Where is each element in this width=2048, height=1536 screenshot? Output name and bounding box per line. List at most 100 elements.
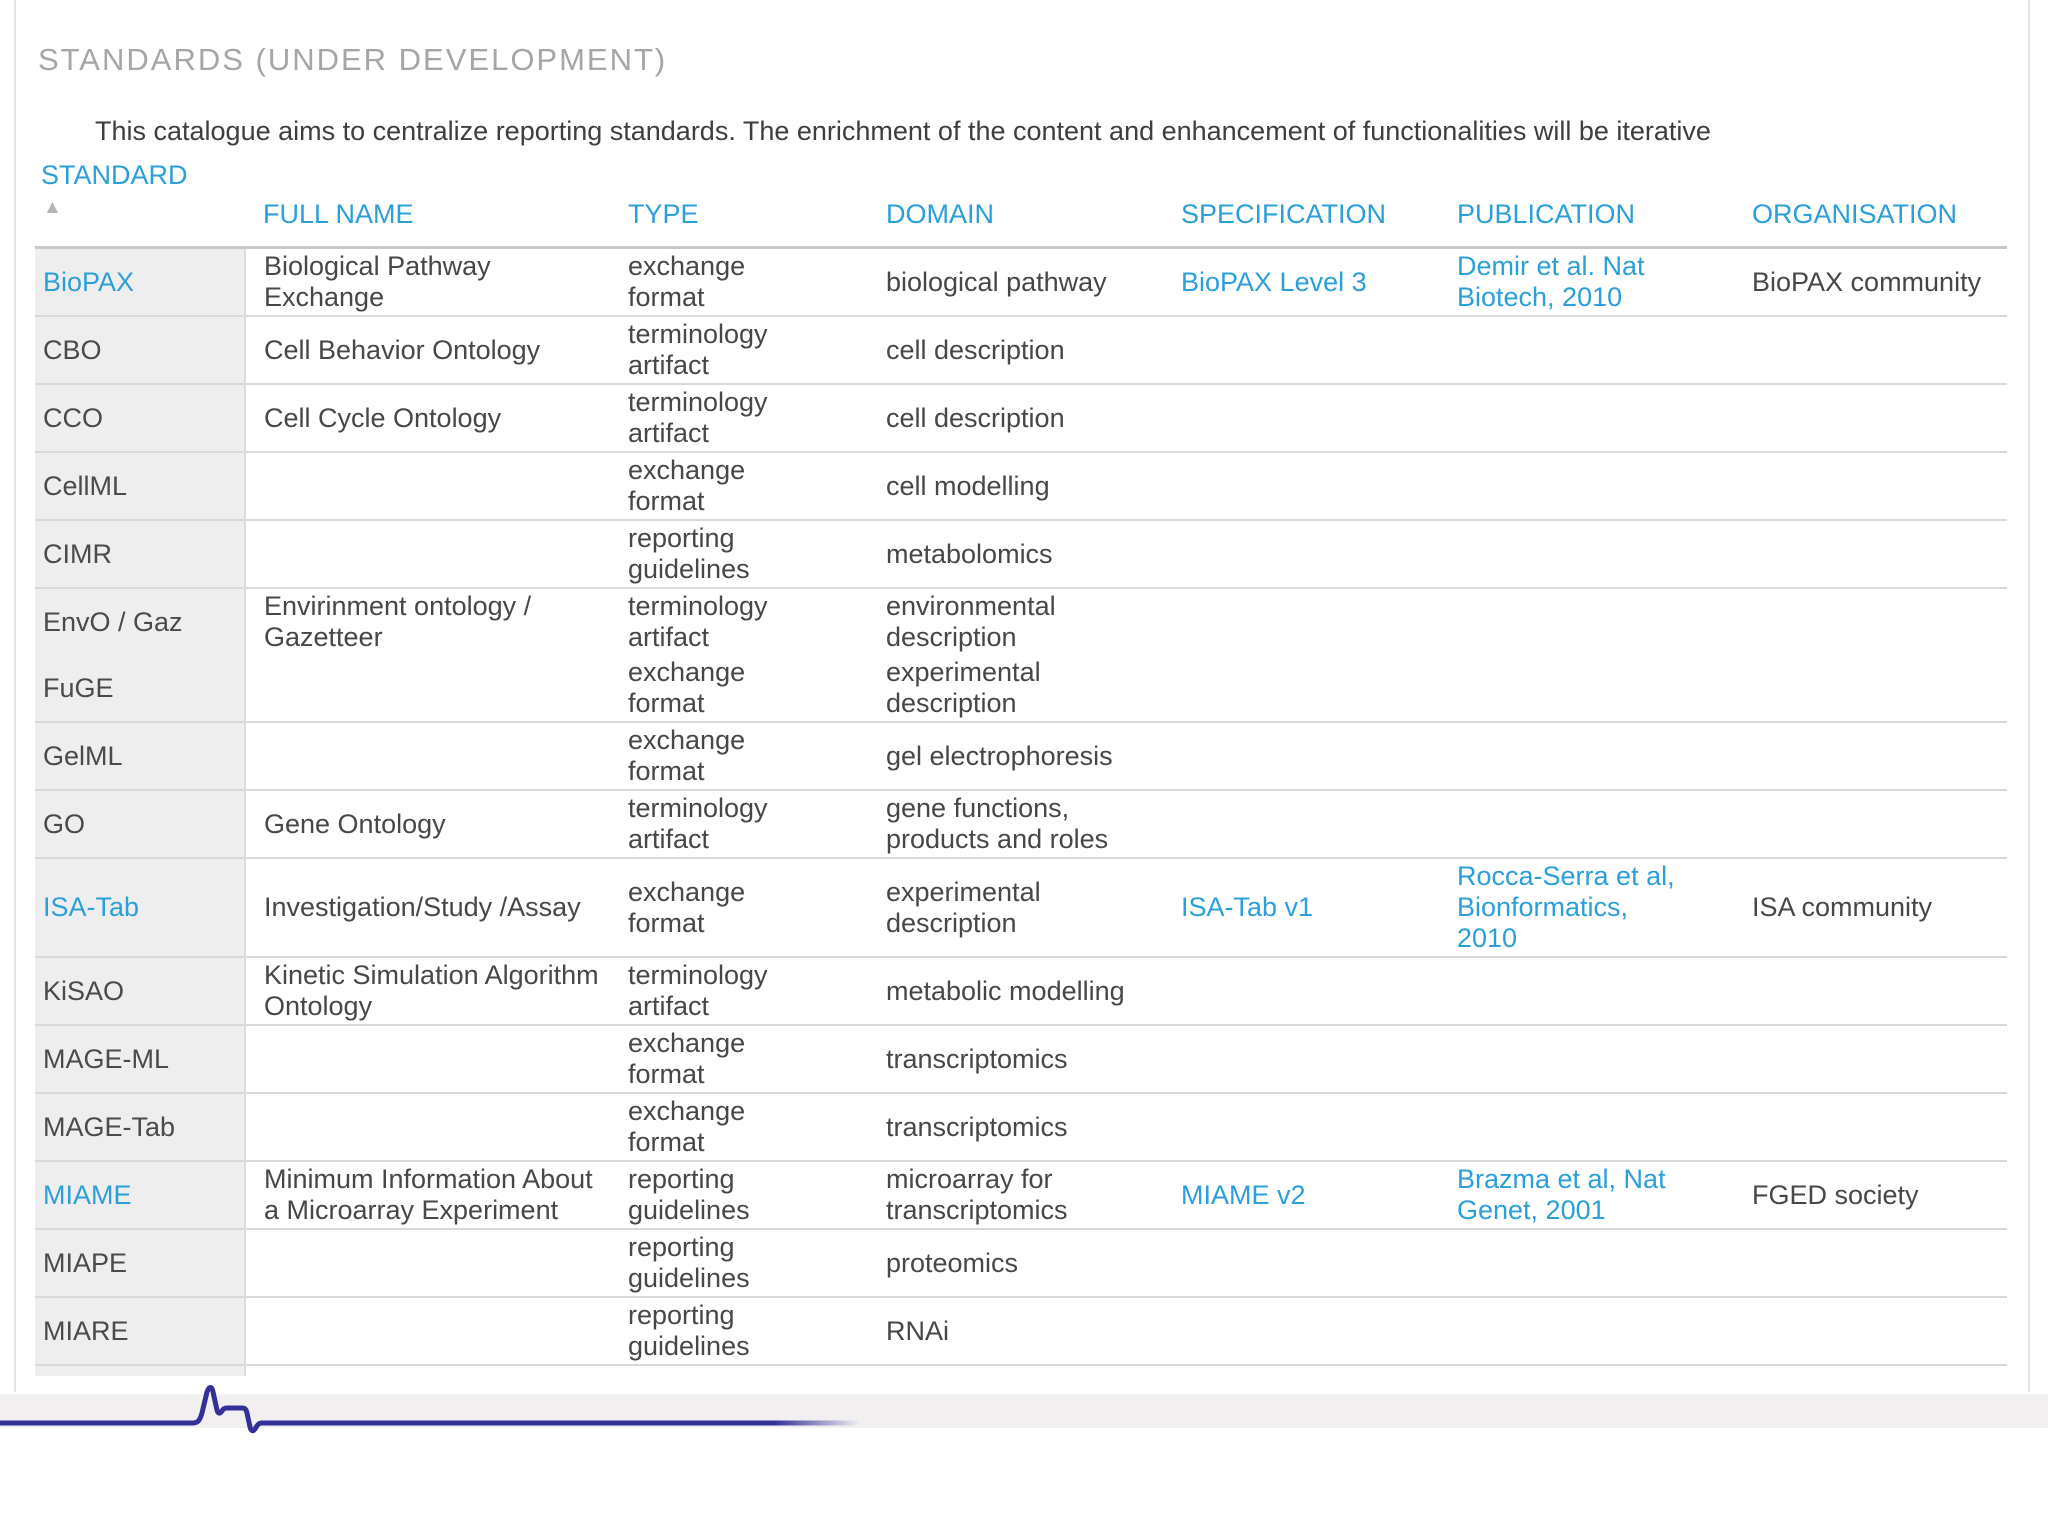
cell-specification [1163,722,1439,790]
cell-specification [1163,957,1439,1025]
cell-domain: cell description [886,402,1065,433]
cell-type: exchange format [628,657,746,718]
cell-standard: MAGE-ML [35,1025,246,1093]
cell-organisation [1734,1093,2007,1161]
page-title: STANDARDS (UNDER DEVELOPMENT) [38,42,668,77]
cell-organisation: BioPAX community [1752,266,1982,297]
cell-type: terminology artifact [628,387,768,448]
cell-publication [1439,384,1734,452]
cell-organisation [1734,1297,2007,1365]
cell-full-name: Biological Pathway Exchange [264,251,491,312]
cell-type: reporting guidelines [628,1232,750,1293]
cell-standard: MIAPE [35,1229,246,1297]
cell-domain: cell modelling [886,470,1050,501]
cell-specification[interactable]: BioPAX Level 3 [1163,248,1439,317]
table-row: CIMR reporting guidelines metabolomics [35,520,2007,588]
cell-standard-link[interactable]: ISA-Tab [43,892,140,922]
cell-full-name [245,1093,610,1161]
cell-organisation [1734,1365,2007,1376]
cell-specification-link[interactable]: ISA-Tab v1 [1181,892,1314,922]
cell-standard: MIARE [35,1297,246,1365]
column-header-specification[interactable]: SPECIFICATION [1163,156,1439,249]
column-header-full-name[interactable]: FULL NAME [245,156,610,249]
cell-publication[interactable]: Brazma et al, Nat Genet, 2001 [1439,1161,1734,1229]
table-row: FuGE exchange format experimental descri… [35,655,2007,722]
cell-standard: FuGE [35,655,246,722]
cell-organisation [1734,316,2007,384]
cell-domain: environmental description [886,591,1056,652]
table-row: KiSAO Kinetic Simulation Algorithm Ontol… [35,957,2007,1025]
cell-full-name: Gene Ontology [264,808,446,839]
cell-type: exchange format [628,876,746,938]
pulse-line-icon [0,1385,859,1434]
cell-specification [1163,452,1439,520]
cell-standard[interactable]: BioPAX [35,247,246,316]
cell-standard[interactable]: MIAME [35,1161,246,1229]
cell-domain: gene functions, products and roles [886,793,1109,854]
cell-specification [1163,520,1439,588]
table-row: MIAME Minimum Information About a Microa… [35,1161,2007,1229]
cell-domain: biological pathway [886,266,1107,297]
cell-publication-link[interactable]: Demir et al. Nat Biotech, 2010 [1457,251,1645,312]
cell-type: exchange format [628,1096,746,1157]
cell-specification [1163,1229,1439,1297]
cell-specification-link[interactable]: BioPAX Level 3 [1181,266,1367,297]
cell-organisation [1734,957,2007,1025]
cell-publication-link[interactable]: Brazma et al, Nat Genet, 2001 [1457,1164,1666,1225]
cell-standard[interactable]: ISA-Tab [35,858,246,957]
cell-domain: experimental description [886,657,1041,718]
cell-type: reporting guidelines [628,1164,750,1225]
table-row: BioPAX Biological Pathway Exchange excha… [35,247,2007,317]
cell-domain: transcriptomics [886,1111,1068,1142]
cell-standard: GO [35,790,246,858]
cell-standard: EnvO / Gaz [35,588,246,655]
column-header-type[interactable]: TYPE [610,156,868,249]
cell-domain: transcriptomics [886,1043,1068,1074]
cell-domain: gel electrophoresis [886,740,1113,771]
cell-standard: CCO [35,384,246,452]
column-header-domain[interactable]: DOMAIN [868,156,1163,249]
cell-publication[interactable]: Demir et al. Nat Biotech, 2010 [1439,248,1734,317]
table-header: STANDARD ▲ FULL NAME TYPE DOMAIN SPECIFI… [35,156,2007,249]
cell-publication [1439,452,1734,520]
cell-specification [1163,316,1439,384]
cell-organisation [1734,520,2007,588]
cell-publication [1439,1093,1734,1161]
cell-organisation [1734,1025,2007,1093]
cell-full-name: Investigation/Study /Assay [264,892,581,922]
table-row: MIARE reporting guidelines RNAi [35,1297,2007,1365]
cell-standard-link[interactable]: BioPAX [43,266,135,297]
cell-type: terminology artifact [628,793,768,854]
cell-type: exchange format [628,251,746,312]
cell-organisation: ISA community [1752,892,1933,922]
cell-domain: RNAi [886,1315,950,1346]
cell-publication [1439,722,1734,790]
cell-specification [1163,1025,1439,1093]
table-row: CellML exchange format cell modelling [35,452,2007,520]
cell-standard: CIMR [35,520,246,588]
cell-full-name [245,1297,610,1365]
cell-publication[interactable]: Rocca-Serra et al, Bionformatics, 2010 [1439,858,1734,957]
cell-publication [1439,1229,1734,1297]
cell-specification [1163,790,1439,858]
cell-full-name: Kinetic Simulation Algorithm Ontology [264,960,599,1021]
cell-full-name: Cell Behavior Ontology [264,334,541,365]
cell-specification [1163,655,1439,722]
cell-specification [1163,384,1439,452]
cell-specification-link[interactable]: MIAME v2 [1181,1179,1306,1210]
cell-publication-link[interactable]: Rocca-Serra et al, Bionformatics, 2010 [1457,861,1675,953]
cell-specification[interactable]: ISA-Tab v1 [1163,858,1439,957]
column-header-standard[interactable]: STANDARD ▲ [35,156,245,249]
column-header-publication[interactable]: PUBLICATION [1439,156,1734,249]
cell-organisation [1734,655,2007,722]
cell-organisation [1734,1229,2007,1297]
column-header-organisation[interactable]: ORGANISATION [1734,156,2007,249]
cell-standard [35,1365,246,1376]
cell-publication [1439,790,1734,858]
cell-publication [1439,588,1734,655]
cell-specification[interactable]: MIAME v2 [1163,1161,1439,1229]
cell-standard: CBO [35,316,246,384]
cell-standard-link[interactable]: MIAME [43,1179,132,1210]
column-header-standard-label: STANDARD [41,160,188,190]
